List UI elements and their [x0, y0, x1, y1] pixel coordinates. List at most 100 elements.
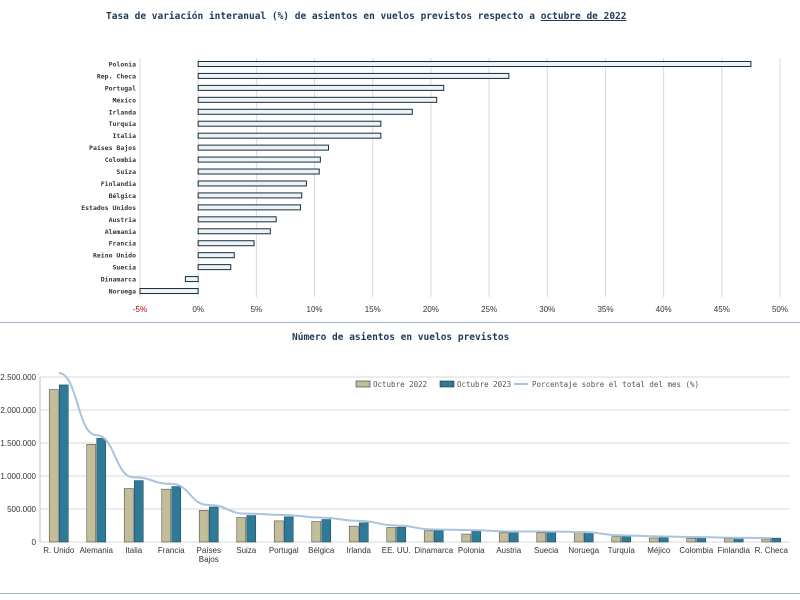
- category-label: Colombia: [105, 156, 136, 164]
- x-tick-label: 25%: [481, 305, 497, 314]
- category-label: Reino Unido: [93, 252, 136, 260]
- y-tick-label: 2.500.000: [0, 373, 36, 382]
- bar-2022: [86, 444, 97, 543]
- category-label: Finlandia: [718, 546, 751, 555]
- category-label: Turquía: [109, 120, 136, 128]
- variation-rate-chart: -5% 0% 5% 10% 15% 20% 25% 30% 35% 40% 45% 50% Poloni…: [81, 58, 788, 314]
- bar-2023: [696, 537, 707, 543]
- bar-2023: [246, 515, 257, 543]
- x-tick-label: 15%: [365, 305, 381, 314]
- bar-2022: [273, 520, 284, 543]
- bar: [197, 84, 445, 91]
- bar-2023: [396, 526, 407, 543]
- bar-2022: [311, 521, 322, 543]
- category-label: Portugal: [269, 546, 299, 555]
- category-label: Finlandia: [101, 180, 136, 188]
- bar-2023: [508, 531, 519, 543]
- category-label: Rep. Checa: [97, 72, 136, 80]
- category-label: Suiza: [236, 546, 257, 555]
- bar-2023: [433, 530, 444, 543]
- bar-2022: [648, 537, 659, 543]
- x-tick-label: 30%: [539, 305, 555, 314]
- category-label: Países: [197, 546, 221, 555]
- bar-2023: [171, 486, 182, 543]
- bar: [197, 120, 382, 127]
- category-label: Dinamarca: [414, 546, 453, 555]
- bar-2023: [621, 535, 632, 543]
- y-tick-label: 500.000: [7, 505, 36, 514]
- bar: [197, 60, 752, 67]
- bar-2022: [686, 538, 697, 543]
- legend-swatch: [439, 380, 455, 388]
- bar-2022: [236, 517, 247, 543]
- bar-2023: [771, 537, 782, 543]
- bar-2023: [58, 384, 69, 543]
- category-label: Italia: [113, 132, 137, 140]
- category-label-line2: Bajos: [199, 555, 219, 564]
- top-chart-title: Tasa de variación interanual (%) de asie…: [106, 11, 626, 22]
- bar-2022: [611, 536, 622, 543]
- legend-label: Octubre 2023: [457, 380, 511, 389]
- x-tick-label: 20%: [423, 305, 439, 314]
- percentage-line: [58, 372, 772, 540]
- category-label: Bélgica: [308, 546, 335, 555]
- bar: [197, 132, 382, 139]
- bar: [197, 96, 438, 103]
- category-label: Alemania: [105, 228, 136, 236]
- category-label: Turquía: [608, 546, 636, 555]
- bar: [197, 144, 330, 151]
- category-label: Suiza: [116, 168, 136, 176]
- x-tick-label: 10%: [307, 305, 323, 314]
- bar-2023: [283, 516, 294, 543]
- category-label: Bélgica: [109, 192, 136, 200]
- bar: [197, 264, 232, 271]
- category-label: Italia: [125, 546, 142, 555]
- category-label: Alemania: [80, 546, 114, 555]
- x-tick-label: 5%: [251, 305, 263, 314]
- top-chart-title-text: Tasa de variación interanual (%) de asie…: [106, 11, 541, 22]
- category-label: EE. UU.: [382, 546, 411, 555]
- category-label: R. Checa: [755, 546, 789, 555]
- category-label: Méjico: [647, 546, 671, 555]
- bar-2022: [348, 525, 359, 543]
- bar-2023: [321, 519, 332, 543]
- x-tick-label: 0%: [192, 305, 204, 314]
- bar-2022: [461, 533, 472, 543]
- category-label: Austria: [496, 546, 521, 555]
- category-label: Noruega: [568, 546, 599, 555]
- bar-2022: [198, 510, 209, 543]
- bar-2023: [546, 532, 557, 543]
- category-label: Suecia: [534, 546, 559, 555]
- bar: [197, 180, 307, 187]
- bar-2023: [583, 533, 594, 543]
- category-label: Portugal: [105, 84, 136, 92]
- top-chart-title-highlight: octubre de 2022: [540, 11, 627, 22]
- bar: [197, 156, 321, 163]
- bar-2022: [161, 488, 172, 543]
- bar: [197, 216, 277, 223]
- category-label: Estados Unidos: [81, 204, 136, 212]
- y-tick-label: 2.000.000: [0, 406, 36, 415]
- category-label: Irlanda: [109, 108, 136, 116]
- bar-2022: [761, 538, 772, 543]
- x-tick-label: 45%: [714, 305, 730, 314]
- y-tick-label: 0: [32, 538, 37, 547]
- bar: [197, 204, 302, 211]
- category-label: Polonia: [109, 60, 136, 68]
- category-label: Noruega: [109, 288, 136, 296]
- category-label: Irlanda: [347, 546, 372, 555]
- bar-2022: [498, 532, 509, 543]
- bar: [184, 276, 199, 283]
- bar-2022: [423, 530, 434, 543]
- chart-separator: [0, 322, 800, 323]
- bar: [197, 192, 303, 199]
- bar: [197, 108, 413, 115]
- x-tick-label: -5%: [133, 305, 147, 314]
- bar: [139, 288, 199, 295]
- x-tick-label: 35%: [597, 305, 613, 314]
- category-label: Francia: [109, 240, 136, 248]
- x-tick-label: 40%: [656, 305, 672, 314]
- bar-2022: [48, 389, 59, 543]
- bar-2023: [358, 522, 369, 543]
- category-label: Suecia: [113, 264, 137, 272]
